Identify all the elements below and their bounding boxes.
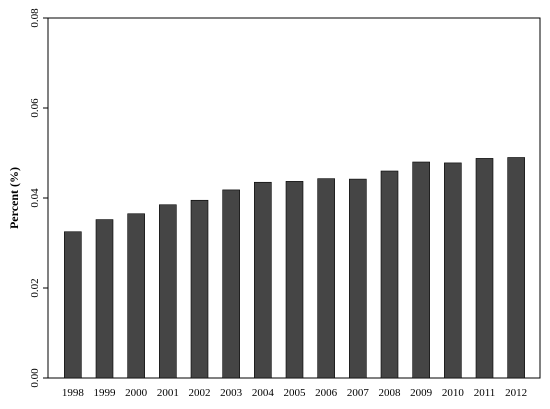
x-tick-label: 2011 <box>474 387 496 399</box>
x-axis: 1998 1999 2000 2001 2002 2003 2004 2005 2006 2007… <box>62 387 527 399</box>
x-tick-label: 2002 <box>189 387 211 399</box>
bar-2011 <box>475 158 494 379</box>
x-tick-label: 2008 <box>379 387 402 399</box>
bar-1999 <box>95 219 114 379</box>
bar-2002 <box>190 199 209 379</box>
bar-2008 <box>380 170 399 379</box>
x-tick-label: 2005 <box>284 387 307 399</box>
bar-2006 <box>317 178 335 379</box>
bar-2004 <box>254 181 272 379</box>
x-tick-label: 2000 <box>125 387 148 399</box>
y-tick-label: 0.08 <box>29 8 41 28</box>
bar-2005 <box>285 181 304 379</box>
y-tick-label: 0.02 <box>29 278 41 297</box>
x-tick-label: 2001 <box>157 387 179 399</box>
bar-2003 <box>222 189 240 379</box>
bar-2010 <box>444 162 462 379</box>
bar-2001 <box>159 204 177 379</box>
x-tick-label: 2006 <box>315 387 338 399</box>
bar-2012 <box>507 157 525 379</box>
x-tick-label: 2004 <box>252 387 275 399</box>
x-tick-label: 2003 <box>220 387 243 399</box>
y-tick-label: 0.06 <box>29 98 41 118</box>
bars <box>64 157 525 379</box>
bar-2007 <box>349 178 367 379</box>
x-tick-label: 1999 <box>94 387 117 399</box>
y-axis: 0.00 0.02 0.04 0.06 0.08 <box>29 8 48 388</box>
y-tick-label: 0.00 <box>29 368 41 388</box>
bar-1998 <box>64 231 82 379</box>
x-tick-label: 2007 <box>347 387 370 399</box>
bar-2000 <box>127 213 145 379</box>
y-tick-label: 0.04 <box>29 188 41 208</box>
x-tick-label: 1998 <box>62 387 85 399</box>
bar-2009 <box>412 161 430 379</box>
x-tick-label: 2012 <box>505 387 527 399</box>
x-tick-label: 2010 <box>442 387 465 399</box>
x-tick-label: 2009 <box>410 387 433 399</box>
y-axis-title: Percent (%) <box>7 167 21 229</box>
